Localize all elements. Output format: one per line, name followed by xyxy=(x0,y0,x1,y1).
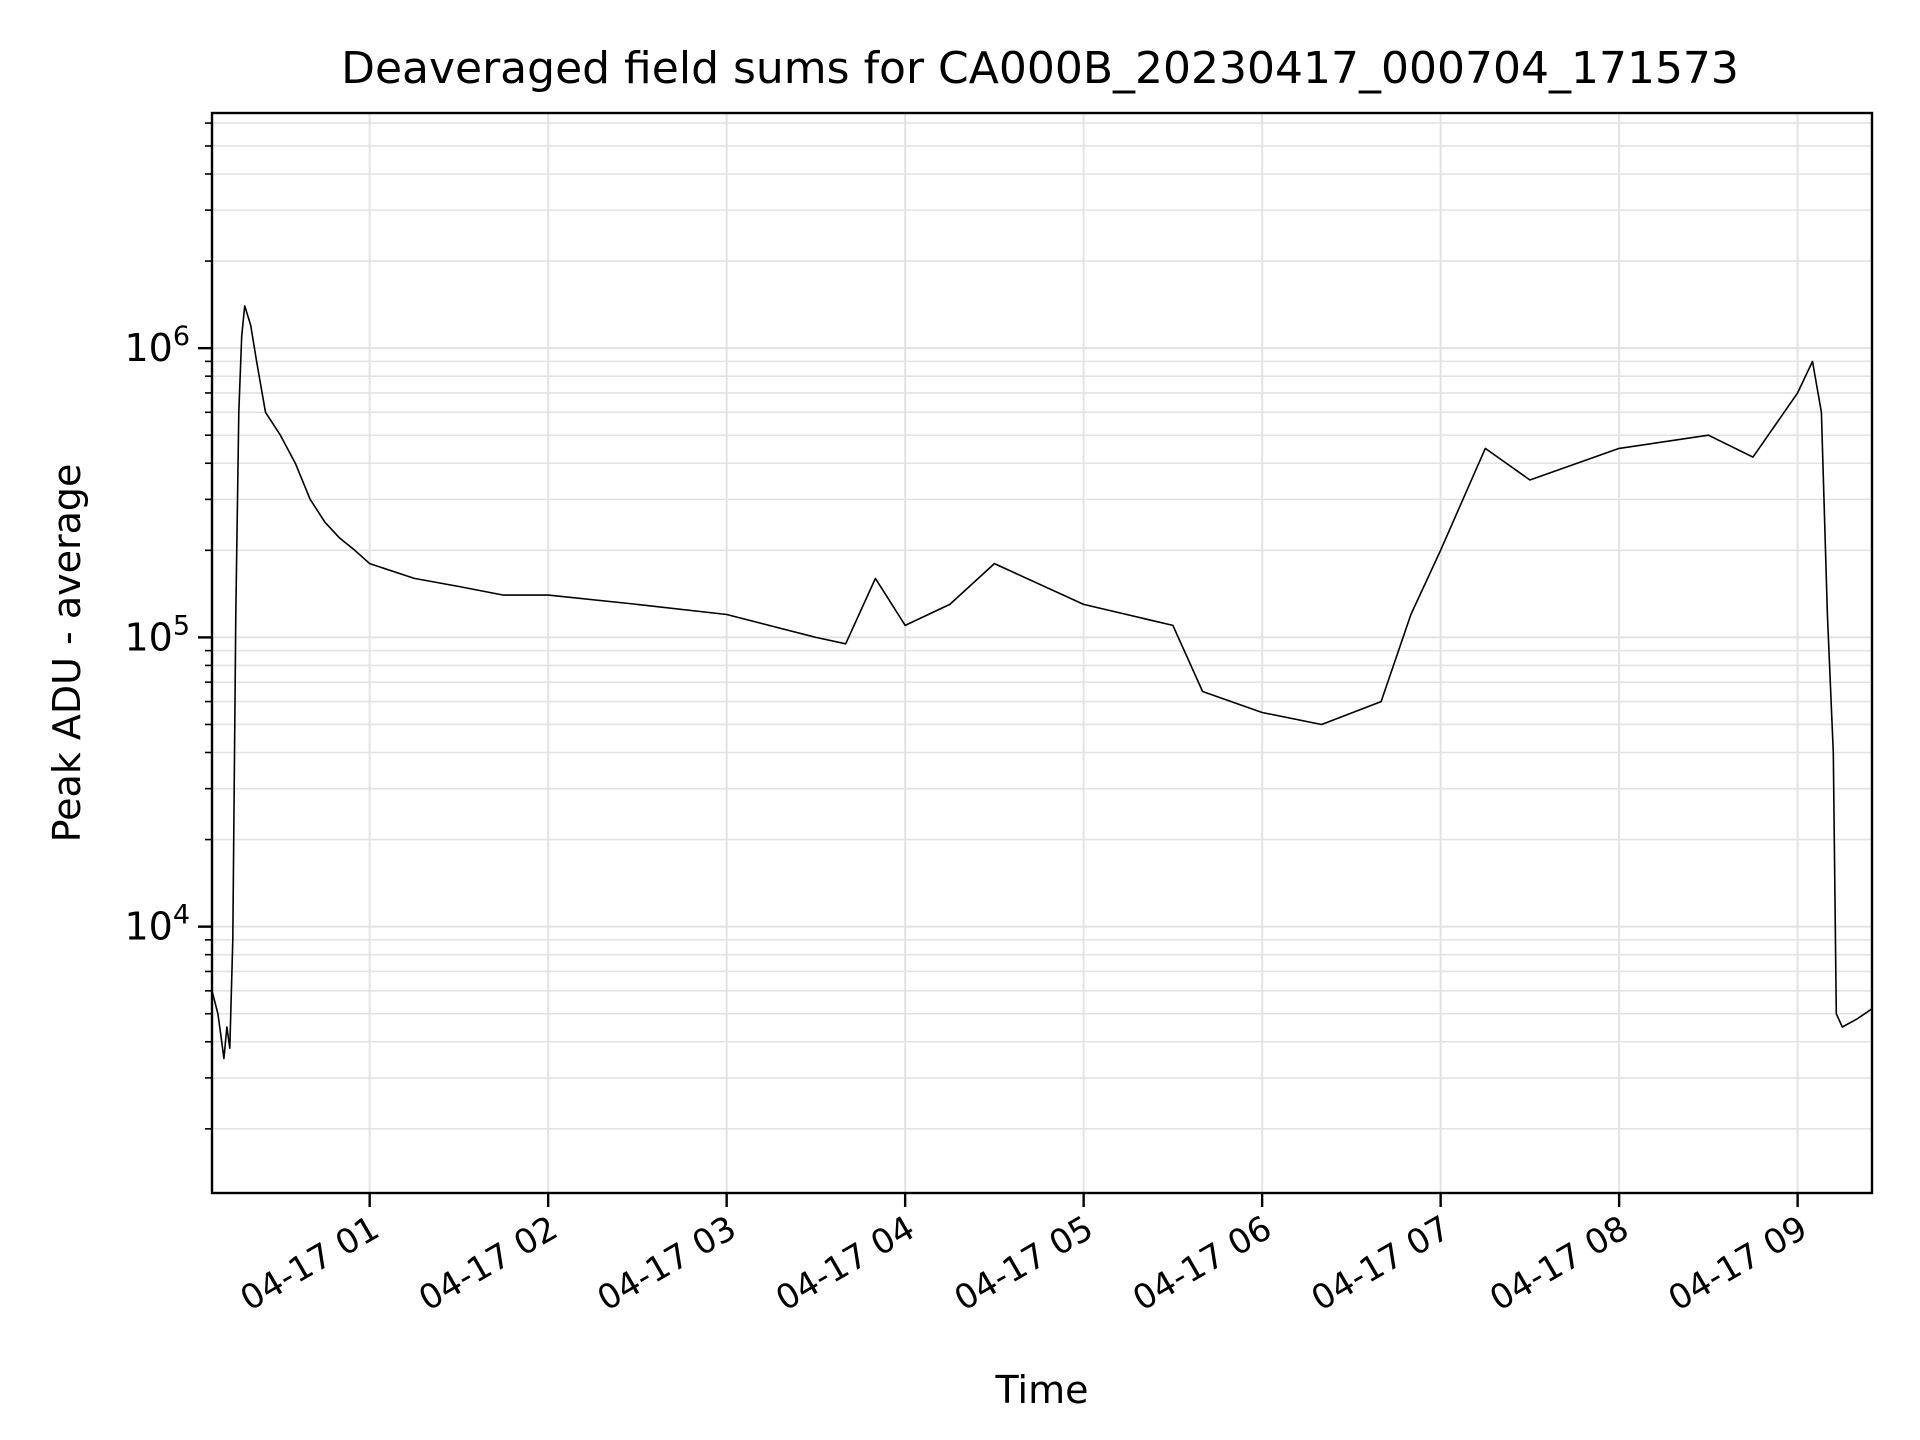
x-tick-label: 04-17 03 xyxy=(591,1208,743,1319)
series-layer xyxy=(211,305,1873,1060)
x-axis: 04-17 01 04-17 02 04-17 03 04-17 04 04-17 05… xyxy=(234,1193,1814,1319)
chart-title: Deaveraged field sums for CA000B_2023041… xyxy=(341,43,1739,94)
y-axis: 104 105 106 xyxy=(124,122,212,1130)
x-tick-label: 04-17 04 xyxy=(769,1208,921,1319)
grid xyxy=(212,113,1872,1193)
x-tick-label: 04-17 07 xyxy=(1305,1208,1457,1319)
y-tick-label: 104 xyxy=(124,900,190,949)
x-tick-label: 04-17 01 xyxy=(234,1208,386,1319)
plot-frame xyxy=(210,111,1874,1195)
x-axis-label: Time xyxy=(995,1368,1089,1412)
series-line xyxy=(211,305,1873,1060)
x-tick-label: 04-17 09 xyxy=(1662,1208,1814,1319)
y-axis-label: Peak ADU - average xyxy=(45,464,89,843)
x-tick-label: 04-17 08 xyxy=(1483,1208,1635,1319)
y-tick-label: 106 xyxy=(124,321,190,370)
x-tick-label: 04-17 02 xyxy=(412,1208,564,1319)
y-tick-label: 105 xyxy=(124,610,190,659)
x-tick-label: 04-17 06 xyxy=(1126,1208,1278,1319)
x-tick-label: 04-17 05 xyxy=(948,1208,1100,1319)
